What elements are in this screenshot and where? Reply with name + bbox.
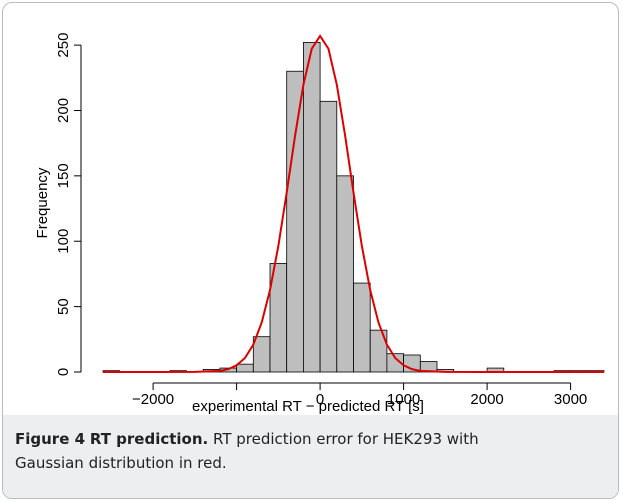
bar [336, 175, 354, 373]
caption: Figure 4 RT prediction. RT prediction er… [3, 415, 618, 498]
y-tick-label: 200 [55, 98, 72, 123]
caption-text: Figure 4 RT prediction. RT prediction er… [15, 427, 495, 475]
caption-body: RT prediction error for HEK293 with Gaus… [15, 430, 479, 472]
x-tick-label: 0 [316, 391, 324, 408]
y-tick-label: 0 [55, 368, 72, 376]
x-tick-label: 2000 [470, 391, 503, 408]
bar [286, 70, 304, 373]
x-axis-label: experimental RT − predicted RT [s] [192, 398, 424, 415]
y-axis-label: Frequency [34, 167, 51, 238]
y-tick-label: 150 [55, 163, 72, 188]
caption-label: Figure 4 [15, 430, 86, 448]
bar [302, 42, 321, 373]
bar [252, 336, 271, 373]
y-tick-label: 50 [55, 298, 72, 315]
x-tick-label: 1000 [387, 391, 420, 408]
bar [369, 329, 388, 373]
gaussian-curve [103, 34, 604, 373]
chart: experimental RT − predicted RT [s] Frequ… [34, 33, 605, 415]
y-tick-label: 100 [55, 229, 72, 254]
bar [236, 363, 254, 373]
bar [353, 282, 371, 373]
figure-frame: experimental RT − predicted RT [s] Frequ… [2, 2, 619, 499]
y-tick-label: 250 [55, 33, 72, 58]
caption-title: RT prediction. [89, 430, 209, 448]
x-tick-label: −2000 [132, 391, 174, 408]
x-tick-label: 3000 [554, 391, 587, 408]
bar [319, 100, 338, 373]
